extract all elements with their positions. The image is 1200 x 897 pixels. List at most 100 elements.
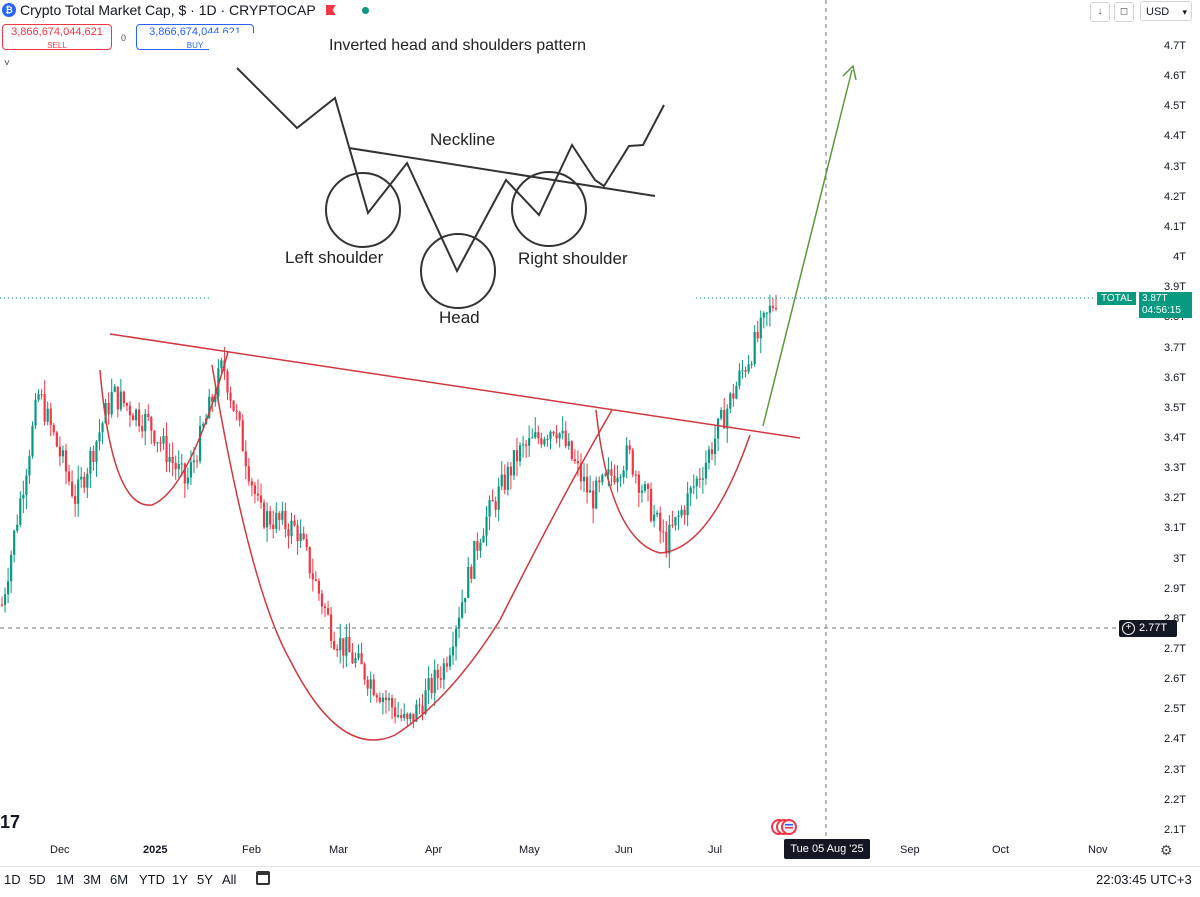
candle-body <box>771 305 775 309</box>
candle-body <box>689 487 692 494</box>
candle-body <box>653 514 656 521</box>
candle-body <box>144 413 147 432</box>
candle-body <box>266 511 269 528</box>
event-flags-icon[interactable] <box>768 818 800 836</box>
flag-icon[interactable] <box>325 5 336 15</box>
currency-value: USD <box>1146 6 1170 18</box>
price-tick: 4.7T <box>1163 40 1186 52</box>
candle-body <box>442 663 445 680</box>
calendar-icon[interactable] <box>256 871 270 885</box>
candle-body <box>6 581 10 595</box>
candle-body <box>393 707 397 717</box>
price-tick: 3.9T <box>1163 281 1186 294</box>
price-tick: 2.5T <box>1163 703 1186 716</box>
candle-body <box>534 432 537 438</box>
candle-body <box>720 409 723 419</box>
candle-body <box>461 602 464 618</box>
candle-body <box>177 464 180 470</box>
candle-body <box>765 312 768 314</box>
collapse-chevron-icon[interactable]: ˅ <box>4 58 10 69</box>
time-tick: 2025 <box>143 844 168 856</box>
candle-body <box>86 473 89 488</box>
currency-select[interactable]: USD ▾ <box>1140 1 1192 21</box>
candle-body <box>598 480 601 483</box>
candle-body <box>774 308 778 310</box>
candle-body <box>83 476 86 488</box>
candle-body <box>698 478 701 480</box>
candle-body <box>656 512 659 515</box>
symbol-header[interactable]: ₿ Crypto Total Market Cap, $ · 1D · CRYP… <box>2 2 369 18</box>
candle-body <box>34 399 37 426</box>
price-tick: 2.9T <box>1163 582 1186 595</box>
range-button-1m[interactable]: 1M <box>56 872 75 887</box>
candle-body <box>333 641 336 649</box>
plus-icon[interactable]: + <box>1122 622 1135 635</box>
candle-body <box>521 444 525 446</box>
range-button-5y[interactable]: 5Y <box>197 872 213 887</box>
candle-body <box>336 648 339 651</box>
candle-body <box>384 697 388 701</box>
candle-body <box>22 494 25 499</box>
gear-icon[interactable]: ⚙ <box>1160 842 1173 858</box>
candle-body <box>235 410 238 413</box>
candle-body <box>570 441 573 460</box>
candle-body <box>131 415 135 421</box>
candle-body <box>134 409 138 421</box>
sell-button[interactable]: 3,866,674,044,621 SELL <box>2 24 112 50</box>
candle-body <box>473 540 476 579</box>
candle-body <box>436 669 439 679</box>
candle-body <box>549 431 552 439</box>
range-button-6m[interactable]: 6M <box>110 872 129 887</box>
clock-timezone[interactable]: 22:03:45 UTC+3 <box>1096 872 1192 887</box>
candle-body <box>625 445 628 471</box>
arrow-down-icon[interactable]: ↓ <box>1090 2 1110 22</box>
candle-body <box>256 493 260 496</box>
price-tick: 3.5T <box>1163 401 1186 414</box>
candle-body <box>348 636 351 653</box>
price-tick: 2.2T <box>1163 793 1186 806</box>
candle-body <box>186 477 189 484</box>
candle-body <box>67 471 71 482</box>
candle-body <box>717 418 720 439</box>
crosshair-price: 2.77T <box>1139 622 1168 634</box>
price-tick: 3.1T <box>1163 522 1186 535</box>
candle-body <box>585 476 589 493</box>
candle-body <box>387 698 391 701</box>
candle-body <box>269 511 272 525</box>
candle-body <box>147 413 150 418</box>
range-button-1y[interactable]: 1Y <box>172 872 188 887</box>
candle-body <box>77 479 80 504</box>
candle-body <box>293 520 296 526</box>
candle-body <box>729 393 732 409</box>
candle-body <box>488 499 491 517</box>
candle-body <box>141 426 144 432</box>
candle-body <box>262 502 266 528</box>
screenshot-icon[interactable]: ◻ <box>1114 2 1134 22</box>
candle-body <box>555 433 558 439</box>
range-button-ytd[interactable]: YTD <box>139 872 165 887</box>
candle-body <box>159 442 162 444</box>
candle-body <box>430 678 433 694</box>
range-button-5d[interactable]: 5D <box>29 872 46 887</box>
candle-body <box>768 305 772 313</box>
candle-body <box>208 396 211 419</box>
candle-body <box>677 515 680 518</box>
price-tick: 2.4T <box>1163 733 1186 746</box>
candle-body <box>491 499 494 502</box>
candle-body <box>317 580 321 594</box>
crosshair-price-label[interactable]: + 2.77T <box>1119 620 1177 637</box>
candle-body <box>741 370 744 372</box>
range-button-3m[interactable]: 3M <box>83 872 102 887</box>
candle-body <box>92 450 95 462</box>
tradingview-logo[interactable]: 17 <box>0 812 21 832</box>
candle-body <box>369 679 372 689</box>
range-button-1d[interactable]: 1D <box>4 872 21 887</box>
candle-body <box>153 430 156 444</box>
candle-body <box>704 462 708 479</box>
candle-body <box>506 466 509 490</box>
candle-body <box>750 363 753 365</box>
candle-body <box>646 484 650 489</box>
candle-body <box>613 475 616 483</box>
range-button-all[interactable]: All <box>222 872 237 887</box>
